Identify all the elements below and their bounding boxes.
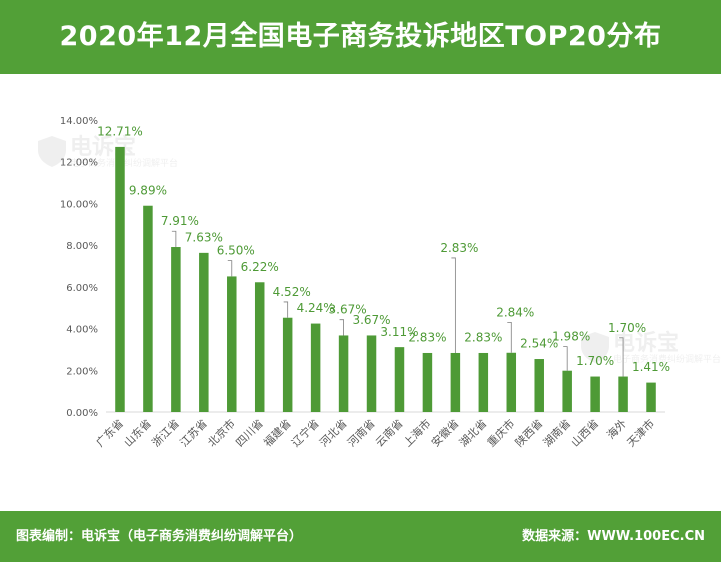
data-label: 3.67%: [352, 313, 390, 327]
x-tick-label: 江苏省: [177, 417, 210, 450]
bar-chart: 电诉宝电子商务消费纠纷调解平台电诉宝电子商务消费纠纷调解平台0.00%2.00%…: [38, 116, 721, 450]
watermark-top-left-shield-icon: [38, 136, 66, 167]
x-tick-label: 海外: [604, 416, 629, 441]
watermark-top-left-brand: 电诉宝: [70, 134, 136, 160]
bar: [338, 335, 349, 412]
x-tick-label: 广东省: [94, 417, 127, 450]
data-label-leader-line: [339, 319, 344, 336]
x-tick-label: 河南省: [345, 417, 378, 450]
data-label: 2.54%: [520, 337, 558, 351]
bar: [171, 247, 181, 412]
x-tick-label: 云南省: [373, 417, 406, 450]
y-tick-label: 0.00%: [66, 408, 98, 419]
bar: [366, 335, 377, 412]
x-tick-label: 重庆市: [484, 416, 517, 449]
y-tick-label: 8.00%: [66, 241, 98, 252]
data-label: 9.89%: [129, 183, 167, 197]
data-label: 1.70%: [576, 354, 614, 368]
bar: [143, 205, 153, 412]
x-tick-label: 北京市: [205, 416, 238, 449]
data-label: 7.63%: [185, 231, 223, 245]
footer-credit: 图表编制：电诉宝（电子商务消费纠纷调解平台）: [16, 529, 303, 544]
x-tick-label: 四川省: [233, 417, 266, 450]
bar: [310, 323, 321, 412]
data-label-leader-line: [563, 346, 568, 371]
x-tick-label: 湖北省: [457, 417, 490, 450]
data-label: 1.98%: [552, 330, 590, 344]
bar: [562, 370, 572, 412]
x-tick-label: 山西省: [569, 417, 602, 450]
data-label: 1.41%: [632, 360, 670, 374]
y-tick-label: 10.00%: [60, 199, 98, 210]
data-label-leader-line: [507, 321, 512, 353]
data-label-leader-line: [619, 337, 624, 377]
header-bar: 2020年12月全国电子商务投诉地区TOP20分布: [0, 0, 721, 74]
y-tick-label: 12.00%: [60, 158, 98, 169]
x-tick-label: 天津市: [624, 416, 657, 449]
y-tick-label: 2.00%: [66, 366, 98, 377]
watermark-bottom-right-subtitle: 电子商务消费纠纷调解平台: [613, 353, 721, 365]
bar: [394, 347, 405, 412]
bar: [282, 317, 293, 412]
bar: [534, 359, 544, 412]
x-tick-label: 安徽省: [428, 416, 461, 449]
bar: [422, 352, 433, 412]
x-tick-label: 河北省: [317, 417, 350, 450]
footer-source: 数据来源：WWW.100EC.CN: [522, 529, 705, 544]
bar: [590, 376, 600, 412]
bar: [199, 252, 209, 412]
data-label: 2.83%: [408, 331, 446, 345]
data-label: 2.84%: [496, 305, 534, 319]
x-tick-label: 上海市: [400, 416, 433, 449]
bar: [478, 352, 489, 412]
data-label: 6.50%: [217, 244, 255, 258]
x-tick-label: 湖南省: [541, 417, 574, 450]
data-label: 2.83%: [464, 331, 502, 345]
bar: [618, 376, 628, 412]
data-label: 2.83%: [440, 241, 478, 255]
y-tick-label: 14.00%: [60, 116, 98, 127]
bar: [506, 352, 517, 412]
data-label-leader-line: [171, 230, 177, 248]
bar: [115, 146, 125, 413]
x-tick-label: 陕西省: [512, 416, 545, 449]
x-tick-label: 浙江省: [149, 417, 182, 450]
bar: [254, 282, 265, 412]
bar: [646, 382, 656, 412]
bar: [227, 276, 237, 412]
bar: [450, 352, 461, 412]
watermark-bottom-right-shield-icon: [581, 332, 609, 363]
data-label-leader-line: [451, 257, 456, 353]
x-tick-label: 福建省: [261, 416, 294, 449]
page-title: 2020年12月全国电子商务投诉地区TOP20分布: [59, 21, 662, 52]
data-label-leader-line: [227, 260, 233, 277]
data-label: 3.11%: [380, 325, 418, 339]
y-tick-label: 6.00%: [66, 283, 98, 294]
x-tick-label: 辽宁省: [289, 416, 322, 449]
y-tick-label: 4.00%: [66, 325, 98, 336]
data-label: 4.52%: [273, 285, 311, 299]
data-label: 3.67%: [329, 303, 367, 317]
watermark-bottom-right-brand: 电诉宝: [613, 330, 679, 356]
footer-bar: 图表编制：电诉宝（电子商务消费纠纷调解平台） 数据来源：WWW.100EC.CN: [0, 511, 721, 562]
data-label: 1.70%: [608, 321, 646, 335]
data-label-leader-line: [283, 301, 289, 318]
data-label: 6.22%: [241, 260, 279, 274]
data-label: 7.91%: [161, 214, 199, 228]
data-label: 12.71%: [97, 125, 143, 139]
data-label: 4.24%: [297, 301, 335, 315]
x-tick-label: 山东省: [122, 417, 155, 450]
